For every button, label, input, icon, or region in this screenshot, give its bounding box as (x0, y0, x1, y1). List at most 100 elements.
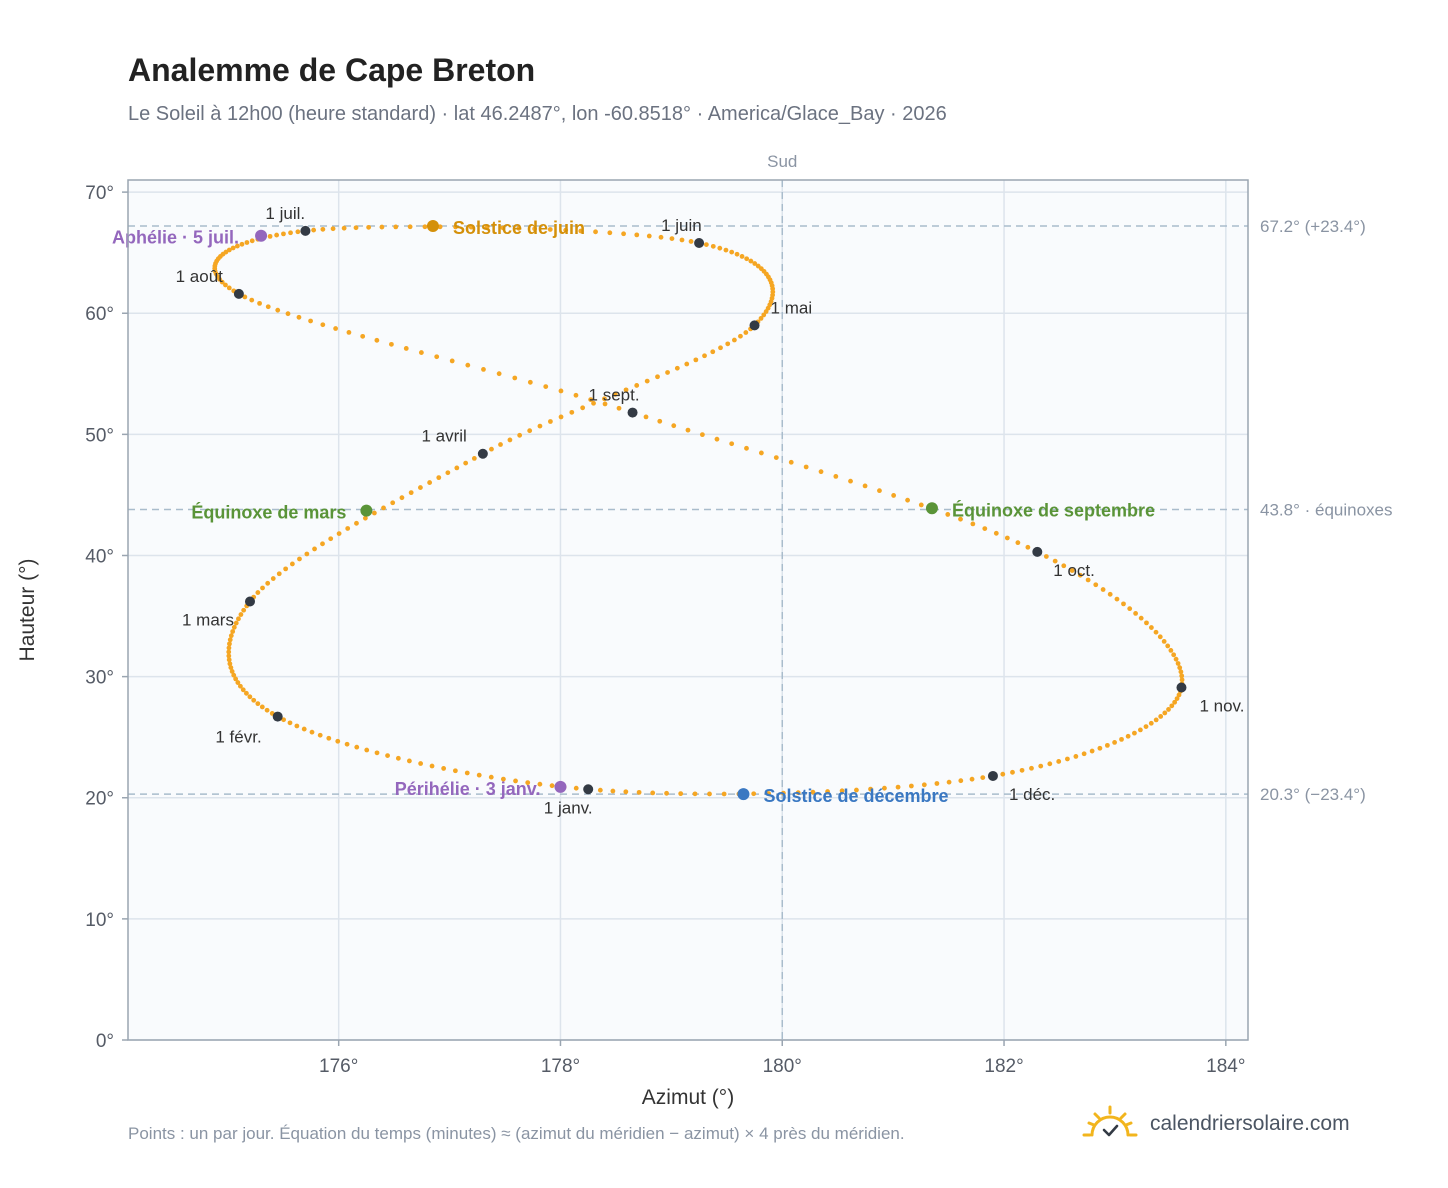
daily-point (393, 224, 399, 230)
daily-point (597, 787, 603, 793)
footnote: Points : un par jour. Équation du temps … (128, 1124, 905, 1143)
daily-point (644, 378, 650, 384)
daily-point (312, 546, 317, 552)
daily-point (714, 436, 720, 442)
daily-point (905, 497, 910, 503)
daily-point (891, 493, 897, 498)
daily-point (1162, 710, 1168, 716)
daily-point (685, 427, 691, 433)
plot-area (128, 180, 1248, 1040)
daily-point (636, 789, 642, 795)
brand-name[interactable]: calendriersolaire.com (1150, 1112, 1350, 1135)
daily-point (607, 230, 613, 236)
daily-point (1114, 596, 1120, 602)
daily-point (465, 362, 471, 368)
daily-point (646, 233, 652, 239)
daily-point (623, 387, 629, 393)
daily-point (839, 788, 845, 794)
daily-point (408, 490, 414, 496)
daily-point (558, 414, 564, 420)
daily-point (969, 776, 975, 782)
daily-point (445, 470, 451, 476)
daily-point (260, 585, 265, 591)
chart-title: Analemme de Cape Breton (128, 52, 536, 88)
daily-point (702, 353, 707, 359)
daily-point (276, 571, 282, 577)
daily-point (693, 357, 699, 363)
daily-point (403, 346, 409, 351)
daily-point (226, 645, 232, 651)
month-point (244, 596, 255, 607)
daily-point (795, 790, 801, 796)
daily-point (1000, 771, 1006, 777)
daily-point (723, 247, 729, 253)
daily-point (231, 672, 237, 678)
daily-point (602, 401, 608, 407)
daily-point (1085, 577, 1091, 583)
event-marker (925, 502, 938, 515)
plot-frame (127, 179, 1249, 1041)
daily-point (341, 225, 347, 231)
daily-point (418, 485, 423, 490)
daily-point (230, 629, 236, 634)
daily-point (718, 345, 723, 351)
daily-point (407, 224, 413, 230)
daily-point (993, 530, 999, 536)
daily-point (516, 225, 522, 231)
daily-point (895, 784, 901, 790)
daily-point (296, 314, 302, 320)
y-tick-label: 50° (85, 425, 114, 446)
month-label: 1 nov. (1199, 697, 1244, 716)
daily-point (320, 226, 326, 232)
daily-point (934, 781, 940, 786)
daily-point (1107, 591, 1113, 597)
daily-point (244, 690, 249, 696)
daily-point (247, 694, 253, 700)
daily-point (251, 697, 257, 703)
month-label: 1 févr. (215, 728, 261, 747)
brand[interactable]: calendriersolaire.com (1082, 1104, 1350, 1144)
daily-point (364, 747, 370, 753)
daily-point (537, 781, 543, 787)
daily-point (297, 556, 302, 562)
daily-point (1004, 535, 1010, 541)
daily-point (725, 341, 731, 347)
daily-point (573, 785, 579, 791)
daily-point (1148, 720, 1154, 726)
daily-point (721, 791, 727, 797)
event-label: Périhélie · 3 janv. (395, 779, 541, 799)
daily-point (233, 676, 239, 682)
month-point (627, 407, 638, 418)
daily-point (317, 732, 323, 738)
event-label: Aphélie · 5 juil. (112, 228, 239, 248)
daily-point (1153, 717, 1159, 723)
daily-point (1165, 643, 1171, 649)
daily-point (1125, 733, 1131, 739)
x-tick-label: 180° (763, 1056, 802, 1077)
daily-point (513, 778, 518, 784)
daily-point (227, 637, 233, 643)
month-point (272, 711, 283, 722)
daily-point (946, 779, 952, 785)
daily-point (982, 526, 988, 532)
daily-point (810, 789, 816, 795)
daily-point (1073, 754, 1079, 759)
daily-point (1025, 544, 1031, 550)
daily-point (634, 383, 640, 388)
daily-point (255, 590, 261, 595)
daily-point (422, 224, 428, 230)
daily-point (336, 531, 342, 537)
daily-point (580, 405, 586, 411)
daily-point (877, 488, 882, 494)
daily-point (249, 297, 255, 303)
daily-point (1127, 606, 1133, 612)
daily-point (489, 446, 494, 452)
daily-point (219, 279, 225, 285)
daily-point (729, 249, 735, 255)
daily-point (500, 225, 506, 231)
daily-point (453, 224, 458, 230)
event-label: Équinoxe de mars (191, 502, 346, 523)
y-tick-label: 10° (85, 910, 114, 931)
daily-point (464, 770, 470, 776)
daily-point (328, 536, 334, 542)
